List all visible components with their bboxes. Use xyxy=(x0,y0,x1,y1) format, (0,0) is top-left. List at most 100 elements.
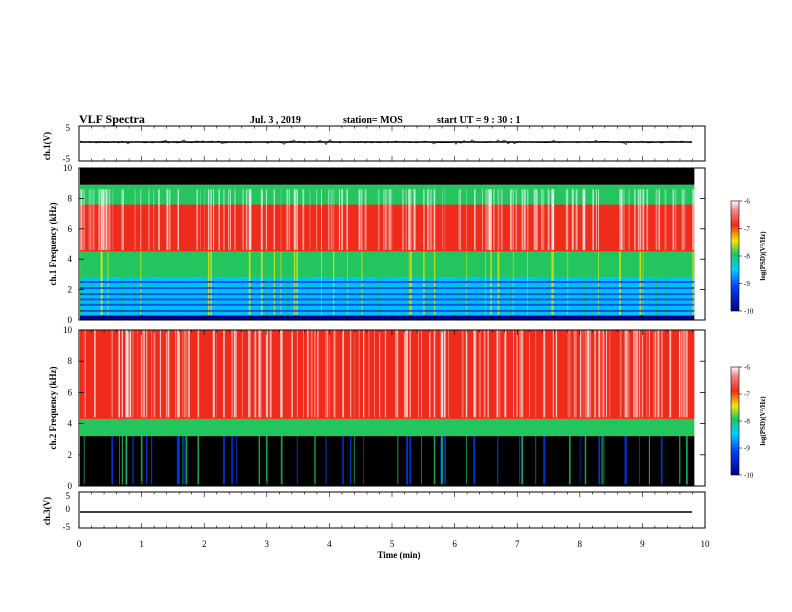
spectrogram-streak xyxy=(609,330,611,418)
spectrogram-streak xyxy=(118,330,120,418)
spectrogram-streak xyxy=(350,330,352,418)
spectrogram-streak xyxy=(567,330,569,418)
spectrogram-streak xyxy=(543,189,545,251)
spectrogram-streak xyxy=(429,330,431,418)
spectrogram-streak xyxy=(497,330,499,418)
spectrogram-streak xyxy=(487,330,489,418)
spectrogram-streak xyxy=(397,436,399,485)
xtick-label: 7 xyxy=(515,539,520,549)
spectrogram-streak xyxy=(489,189,491,251)
spectrogram-streak xyxy=(122,251,124,316)
spectrogram-streak xyxy=(140,330,143,418)
spectrogram-streak xyxy=(555,330,557,418)
spectrogram-streak xyxy=(332,251,335,316)
spectrogram-streak xyxy=(385,189,387,251)
spectrogram-streak xyxy=(409,251,412,316)
spectrogram-streak xyxy=(601,436,603,485)
spectrogram-streak xyxy=(626,330,629,418)
spectrogram-streak xyxy=(592,189,594,251)
spectrogram-streak xyxy=(642,189,645,251)
ytick-label: 8 xyxy=(68,356,73,366)
spectrogram-streak xyxy=(573,330,576,418)
spectrogram-streak xyxy=(126,330,128,418)
spectrogram-streak xyxy=(498,330,501,418)
spectrogram-streak xyxy=(199,189,201,251)
spectrogram-streak xyxy=(490,251,492,316)
xtick-label: 5 xyxy=(390,539,395,549)
spectrogram-streak xyxy=(482,251,483,316)
spectrogram-streak xyxy=(153,330,156,418)
spectrogram-streak xyxy=(126,436,128,485)
ch1-waveform-ytick-bottom: -5 xyxy=(63,154,71,164)
spectrogram-streak xyxy=(182,330,184,418)
spectrogram-streak xyxy=(474,330,477,418)
spectrogram-streak xyxy=(423,189,425,251)
spectrogram-streak xyxy=(109,189,111,251)
spectrogram-streak xyxy=(635,330,637,418)
spectrogram-streak xyxy=(601,330,603,418)
spectrogram-streak xyxy=(441,189,443,251)
spectrogram-streak xyxy=(648,436,651,485)
spectrogram-streak xyxy=(595,189,597,251)
spectrogram-streak xyxy=(204,189,206,251)
spectrogram-streak xyxy=(188,330,190,418)
spectrogram-streak xyxy=(296,330,298,418)
spectrogram-streak xyxy=(598,436,601,485)
ch3-waveform-frame xyxy=(78,491,706,529)
spectrogram-streak xyxy=(388,189,390,251)
spectrogram-streak xyxy=(100,189,103,251)
spectrogram-streak xyxy=(242,189,244,251)
spectrogram-streak xyxy=(384,330,387,418)
spectrogram-streak xyxy=(458,189,460,251)
spectrogram-streak xyxy=(165,330,167,418)
spectrogram-streak xyxy=(105,189,108,251)
spectrogram-interference-line xyxy=(80,293,695,296)
spectrogram-streak xyxy=(527,189,529,251)
spectrogram-streak xyxy=(197,436,200,485)
spectrogram-streak xyxy=(360,251,362,316)
spectrogram-streak xyxy=(228,189,230,251)
ch1-spectrogram-yticks: 0 2 4 6 8 10 xyxy=(63,163,705,325)
spectrogram-streak xyxy=(572,189,574,251)
spectrogram-streak xyxy=(527,189,528,251)
spectrogram-streak xyxy=(535,436,537,485)
ch1-colorbar-label: log(PSD)(V²/Hz) xyxy=(759,231,767,281)
spectrogram-streak xyxy=(280,330,281,418)
spectrogram-streak xyxy=(679,436,681,485)
spectrogram-band-0 xyxy=(80,436,695,486)
spectrogram-streak xyxy=(258,330,260,418)
spectrogram-streak xyxy=(413,189,416,251)
spectrogram-streak xyxy=(496,330,498,418)
spectrogram-streak xyxy=(332,189,335,251)
spectrogram-streak xyxy=(309,189,311,251)
spectrogram-streak xyxy=(176,436,179,485)
spectrogram-streak xyxy=(80,189,82,251)
spectrogram-streak xyxy=(265,436,268,485)
spectrogram-streak xyxy=(628,189,630,251)
spectrogram-streak xyxy=(675,189,677,251)
spectrogram-streak xyxy=(81,251,83,316)
spectrogram-streak xyxy=(461,330,464,418)
spectrogram-streak xyxy=(132,330,134,418)
spectrogram-streak xyxy=(265,251,268,316)
spectrogram-streak xyxy=(444,330,447,418)
spectrogram-streak xyxy=(247,330,250,418)
spectrogram-streak xyxy=(321,251,322,316)
colorbar-tick-label: -10 xyxy=(744,308,754,316)
spectrogram-streak xyxy=(361,251,363,316)
spectrogram-streak xyxy=(377,251,380,316)
spectrogram-streak xyxy=(485,251,487,316)
spectrogram-streak xyxy=(406,330,409,418)
xtick-label: 3 xyxy=(265,539,270,549)
time-axis-ticks: 0 1 2 3 4 5 6 7 8 9 10 xyxy=(77,539,710,549)
spectrogram-streak xyxy=(584,436,587,485)
spectrogram-streak xyxy=(433,189,435,251)
spectrogram-streak xyxy=(346,251,348,316)
spectrogram-band-4 xyxy=(80,184,695,205)
spectrogram-streak xyxy=(178,436,180,485)
spectrogram-streak xyxy=(175,330,176,418)
spectrogram-streak xyxy=(137,330,138,418)
spectrogram-streak xyxy=(350,436,352,485)
spectrogram-streak xyxy=(296,251,298,316)
xtick-label: 4 xyxy=(327,539,332,549)
